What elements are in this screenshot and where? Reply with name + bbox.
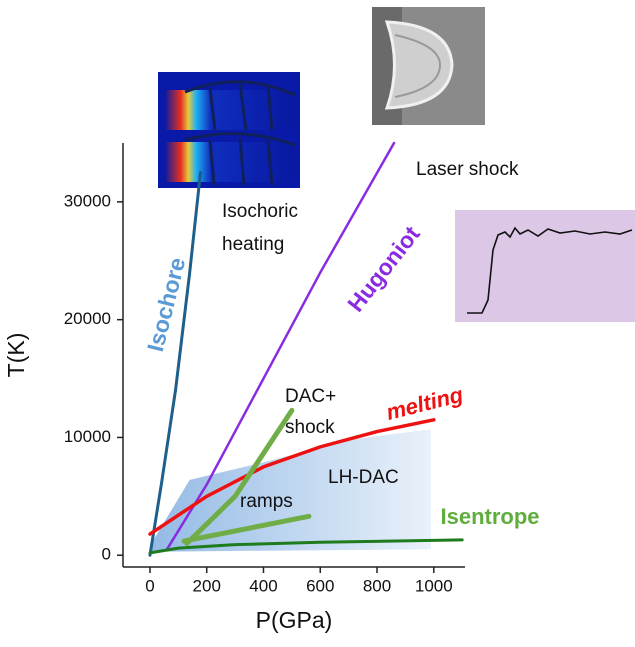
chart: LH-DAC 0 10000 20000 30000 0 200 400 600 800 1000 I… [0, 0, 635, 642]
region-label: LH-DAC [328, 467, 399, 488]
y-tick-label: 20000 [64, 309, 111, 328]
x-tick-label: 600 [306, 576, 334, 595]
annotation: Laser shock [416, 159, 519, 180]
x-axis-label: P(GPa) [256, 607, 333, 633]
y-axis-label: T(K) [3, 333, 29, 378]
x-tick-label: 0 [145, 576, 154, 595]
annotation: DAC+ [285, 386, 336, 407]
page: {"chart_data": { "type": "line", "x_labe… [0, 0, 635, 642]
y-tick-label: 30000 [64, 191, 111, 210]
x-tick-label: 400 [249, 576, 277, 595]
y-tick-label: 0 [102, 545, 111, 564]
annotation: Isochoric [222, 201, 298, 222]
heatmap-inset [158, 72, 300, 188]
y-tick-label: 10000 [64, 427, 111, 446]
annotation: shock [285, 417, 335, 438]
x-tick-label: 200 [193, 576, 221, 595]
series-label: Hugoniot [342, 221, 425, 317]
x-tick-label: 1000 [415, 576, 453, 595]
series-label: melting [384, 382, 466, 425]
series-label: Isentrope [440, 504, 539, 529]
annotation: ramps [240, 491, 293, 512]
x-tick-label: 800 [363, 576, 391, 595]
annotation: heating [222, 234, 284, 255]
trace-inset [455, 210, 635, 322]
sem-inset [372, 7, 485, 125]
